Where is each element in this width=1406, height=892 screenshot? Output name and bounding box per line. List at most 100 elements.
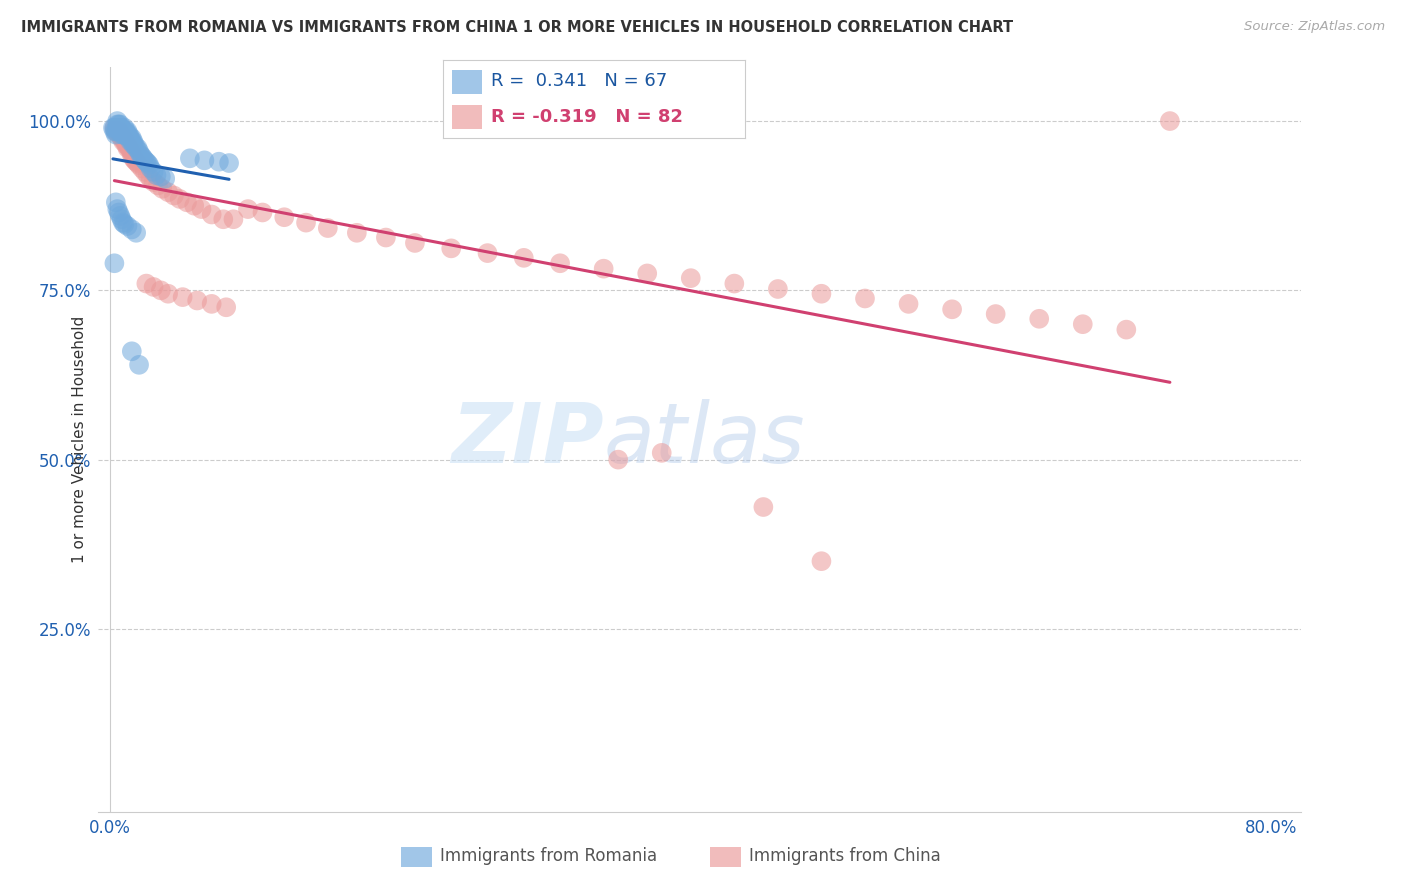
Point [128, 145, 150, 159]
Point [186, 293, 208, 308]
Text: Immigrants from China: Immigrants from China [749, 847, 941, 865]
Point [129, 148, 152, 162]
Point [115, 137, 138, 152]
Point [115, 128, 138, 142]
Point [105, 120, 128, 135]
Point [212, 212, 235, 227]
Point [252, 205, 274, 219]
Point [169, 192, 191, 206]
Point [134, 153, 156, 168]
Point [103, 120, 125, 135]
Point [651, 446, 673, 460]
Point [172, 290, 194, 304]
Point [103, 256, 125, 270]
Point [142, 165, 165, 179]
Point [121, 148, 143, 162]
Point [273, 211, 295, 225]
Point [145, 168, 167, 182]
Point [107, 124, 129, 138]
Point [149, 169, 172, 184]
Point [295, 216, 318, 230]
Point [121, 222, 143, 236]
Point [108, 128, 131, 142]
Point [1159, 114, 1181, 128]
Point [124, 137, 146, 152]
Point [125, 154, 148, 169]
Point [114, 135, 136, 149]
Point [142, 280, 165, 294]
Point [114, 124, 136, 138]
Point [103, 124, 125, 138]
Point [117, 128, 139, 142]
Point [104, 124, 127, 138]
Point [107, 128, 129, 142]
Point [208, 154, 231, 169]
Point [104, 128, 127, 142]
Point [236, 202, 259, 216]
Bar [451, 105, 482, 128]
Point [984, 307, 1007, 321]
Text: Source: ZipAtlas.com: Source: ZipAtlas.com [1244, 20, 1385, 33]
Point [108, 120, 131, 135]
Point [107, 205, 129, 219]
Point [190, 202, 212, 216]
Point [105, 120, 128, 135]
Point [101, 120, 124, 135]
Point [135, 154, 157, 169]
Point [114, 217, 136, 231]
Point [117, 137, 139, 152]
Point [179, 151, 201, 165]
Point [766, 282, 789, 296]
Point [679, 271, 702, 285]
Point [108, 124, 131, 138]
Point [118, 128, 141, 142]
Point [136, 168, 159, 182]
Bar [451, 70, 482, 94]
Point [142, 175, 165, 189]
Point [112, 128, 135, 142]
Point [111, 212, 134, 227]
Point [122, 137, 145, 152]
Point [132, 151, 155, 165]
Point [118, 131, 141, 145]
Point [440, 241, 463, 255]
Point [111, 131, 134, 145]
Point [201, 297, 224, 311]
Point [104, 124, 127, 138]
Point [117, 141, 139, 155]
Point [131, 149, 153, 163]
Point [114, 131, 136, 145]
Point [112, 135, 135, 149]
Point [120, 135, 142, 149]
Point [150, 182, 173, 196]
Point [636, 267, 658, 281]
Point [117, 219, 139, 233]
Point [121, 344, 143, 359]
Point [107, 124, 129, 138]
Point [157, 185, 180, 199]
Point [115, 135, 138, 149]
Point [118, 141, 141, 155]
Point [122, 149, 145, 163]
Point [941, 302, 963, 317]
Text: Immigrants from Romania: Immigrants from Romania [440, 847, 657, 865]
Point [125, 226, 148, 240]
Point [108, 118, 131, 132]
Point [108, 209, 131, 223]
Point [136, 156, 159, 170]
Point [111, 128, 134, 142]
Point [112, 131, 135, 145]
Point [114, 120, 136, 135]
Point [120, 143, 142, 157]
Point [1115, 323, 1137, 337]
Point [105, 114, 128, 128]
Point [120, 131, 142, 145]
Point [155, 171, 177, 186]
Point [111, 128, 134, 142]
Point [146, 178, 169, 193]
Point [138, 158, 160, 172]
Point [346, 226, 368, 240]
Point [513, 251, 536, 265]
Point [222, 212, 245, 227]
Point [127, 156, 149, 170]
